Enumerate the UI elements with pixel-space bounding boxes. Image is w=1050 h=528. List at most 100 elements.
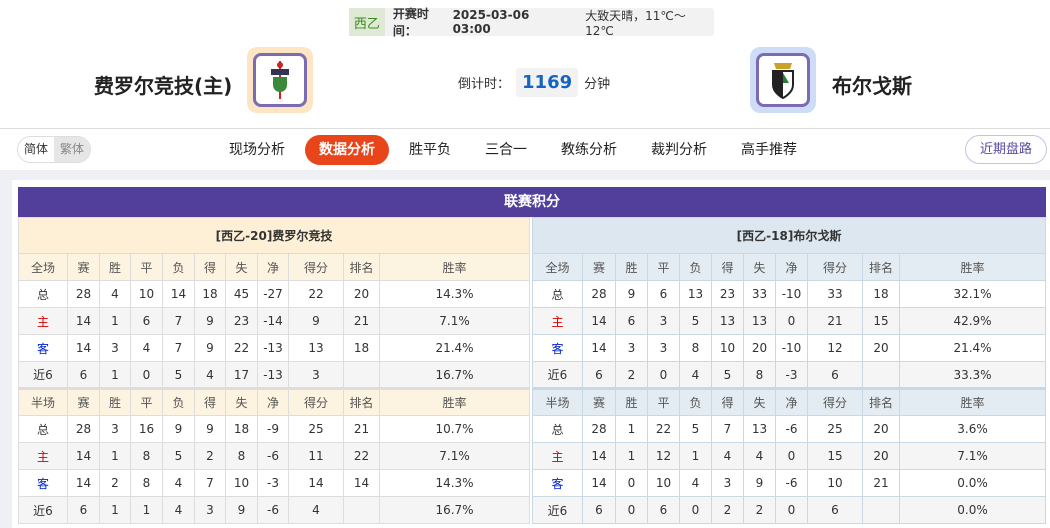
stat-cell: 9 (194, 334, 226, 362)
stat-cell: 14.3% (379, 469, 530, 497)
stat-cell: 0 (775, 307, 808, 335)
column-header: 胜 (615, 387, 648, 416)
stat-cell: 28 (582, 280, 616, 308)
column-header: 全场 (18, 253, 68, 281)
half-table-row: 主 14 1 8 5 2 8 -6 11 22 7.1% (18, 442, 530, 470)
stat-cell: 9 (615, 280, 648, 308)
tab-referee-analysis[interactable]: 裁判分析 (651, 142, 707, 158)
stat-cell (862, 496, 900, 524)
stat-cell: 14 (67, 334, 100, 362)
stat-cell: -27 (257, 280, 289, 308)
lang-traditional[interactable]: 繁体 (54, 137, 91, 162)
column-header: 胜 (99, 253, 131, 281)
stat-cell: 0 (647, 361, 680, 389)
column-header: 得 (194, 253, 226, 281)
stat-cell: 13 (288, 334, 344, 362)
recent-odds-button[interactable]: 近期盘路 (965, 135, 1047, 164)
stat-cell: 6 (647, 496, 680, 524)
stat-cell: 0 (615, 496, 648, 524)
row-label: 主 (532, 307, 583, 335)
stat-cell: 10 (807, 469, 863, 497)
column-header: 胜率 (899, 253, 1046, 281)
tab-coach-analysis[interactable]: 教练分析 (561, 142, 617, 158)
stat-cell: 1 (99, 361, 131, 389)
stat-cell: 4 (679, 469, 712, 497)
stat-cell: 2 (711, 496, 744, 524)
home-standings-table: [西乙-20]费罗尔竞技 全场赛胜平负得失净得分 排名 胜率总 28 4 10 14 18 45-… (18, 217, 530, 524)
stat-cell: 14 (288, 469, 344, 497)
stat-cell: 33.3% (899, 361, 1046, 389)
tab-live-analysis[interactable]: 现场分析 (229, 142, 285, 158)
stat-cell: 45 (225, 280, 258, 308)
stat-cell: 4 (99, 280, 131, 308)
home-team-logo[interactable] (247, 47, 313, 113)
countdown: 倒计时： 1169 分钟 (458, 68, 610, 97)
column-header: 排名 (862, 387, 900, 416)
stat-cell: 1 (679, 442, 712, 470)
home-team-name[interactable]: 费罗尔竞技(主) (94, 74, 233, 98)
stat-cell: 13 (743, 307, 776, 335)
stat-cell: 21 (343, 307, 380, 335)
stat-cell: 2 (743, 496, 776, 524)
column-header: 净 (775, 253, 808, 281)
column-header: 胜 (99, 387, 131, 416)
stat-cell: 8 (225, 442, 258, 470)
tab-data-analysis[interactable]: 数据分析 (305, 135, 389, 165)
kickoff-label: 开赛时间： (392, 7, 429, 38)
half-table-row: 总 28 3 16 9 9 18 -9 25 21 10.7% (18, 415, 530, 443)
row-label: 主 (532, 442, 583, 470)
half-header-row: 半场赛胜平负得失净得分 排名 胜率 (532, 387, 1046, 416)
stat-cell: 1 (615, 415, 648, 443)
stat-cell: 21 (343, 415, 380, 443)
stat-cell: 17 (225, 361, 258, 389)
column-header: 净 (775, 387, 808, 416)
stat-cell: 14 (162, 280, 195, 308)
full-header-row: 全场赛胜平负得失净得分 排名 胜率 (532, 253, 1046, 281)
stat-cell: 5 (679, 307, 712, 335)
stat-cell: 18 (225, 415, 258, 443)
stat-cell: 13 (743, 415, 776, 443)
stat-cell: 10.7% (379, 415, 530, 443)
stat-cell: 9 (162, 415, 195, 443)
away-team-name[interactable]: 布尔戈斯 (832, 74, 912, 98)
stat-cell: 28 (582, 415, 616, 443)
column-header: 得分 (288, 387, 344, 416)
stat-cell: -13 (257, 361, 289, 389)
stat-cell: 13 (679, 280, 712, 308)
column-header: 得 (711, 253, 744, 281)
column-header: 净 (257, 253, 289, 281)
stat-cell: 3 (615, 334, 648, 362)
column-header: 赛 (67, 253, 100, 281)
stat-cell: 8 (743, 361, 776, 389)
stat-cell: 33 (743, 280, 776, 308)
stat-cell: 22 (288, 280, 344, 308)
row-label: 近6 (18, 496, 68, 524)
lang-simplified[interactable]: 简体 (24, 142, 49, 156)
league-badge[interactable]: 西乙 (349, 8, 385, 36)
stat-cell: 1 (99, 307, 131, 335)
tab-expert-picks[interactable]: 高手推荐 (741, 142, 797, 158)
language-toggle[interactable]: 简体 繁体 (17, 136, 92, 163)
stat-cell: 16.7% (379, 361, 530, 389)
tab-three-in-one[interactable]: 三合一 (485, 142, 527, 158)
column-header: 赛 (582, 253, 616, 281)
half-table-row: 客 14 0 10 4 3 9 -6 10 21 0.0% (532, 469, 1046, 497)
half-table-row: 近6 6 1 1 4 3 9 -6 4 16.7% (18, 496, 530, 524)
column-header: 胜率 (899, 387, 1046, 416)
stat-cell: 20 (862, 334, 900, 362)
full-table-row: 主 14 6 3 5 13 13 0 21 15 42.9% (532, 307, 1046, 335)
stat-cell: 22 (225, 334, 258, 362)
column-header: 失 (225, 253, 258, 281)
stat-cell: 0.0% (899, 469, 1046, 497)
away-team-logo[interactable] (750, 47, 816, 113)
stat-cell: 6 (807, 361, 863, 389)
stat-cell: 4 (162, 496, 195, 524)
stat-cell: 18 (343, 334, 380, 362)
stat-cell: 7 (162, 334, 195, 362)
stat-cell: 10 (130, 280, 163, 308)
stat-cell: 0 (130, 361, 163, 389)
row-label: 总 (532, 280, 583, 308)
stat-cell: 23 (711, 280, 744, 308)
tab-1x2[interactable]: 胜平负 (409, 142, 451, 158)
row-label: 总 (18, 415, 68, 443)
